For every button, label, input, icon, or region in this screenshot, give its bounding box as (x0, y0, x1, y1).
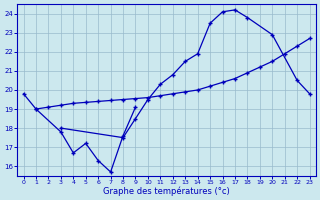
X-axis label: Graphe des températures (°c): Graphe des températures (°c) (103, 186, 230, 196)
